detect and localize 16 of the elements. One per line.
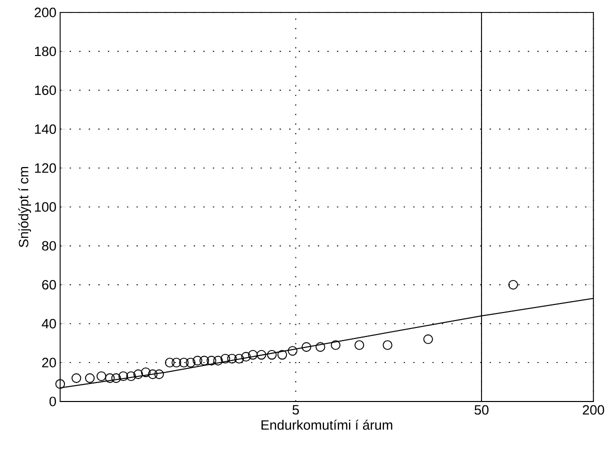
y-tick-label: 180 xyxy=(35,46,56,56)
y-tick-label: 120 xyxy=(35,164,56,174)
y-tick-label: 60 xyxy=(42,280,56,290)
x-tick-label: 5 xyxy=(292,405,299,415)
y-tick-label: 140 xyxy=(35,124,56,134)
y-tick-label: 160 xyxy=(35,86,56,96)
y-tick-label: 20 xyxy=(42,358,56,368)
y-tick-label: 80 xyxy=(42,241,56,251)
y-axis-title: Snjódýpt í cm xyxy=(18,167,32,248)
x-axis-title: Endurkomutími í árum xyxy=(262,420,392,430)
y-tick-label: 200 xyxy=(34,8,56,18)
x-tick-label: 200 xyxy=(582,405,604,415)
y-tick-label: 100 xyxy=(35,202,56,212)
y-tick-label: 40 xyxy=(42,319,56,329)
y-tick-label: 0 xyxy=(50,396,56,406)
x-tick-label: 50 xyxy=(474,405,489,415)
